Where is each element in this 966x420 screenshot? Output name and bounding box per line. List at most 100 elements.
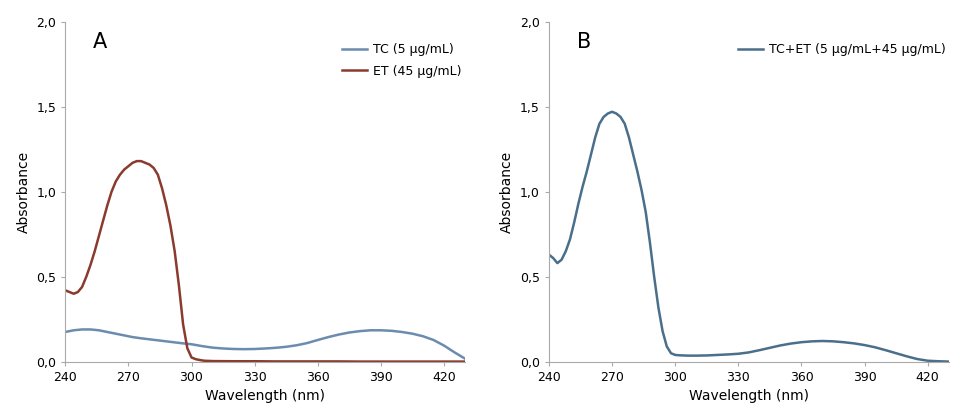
TC (5 μg/mL) bbox=[449, 350, 461, 355]
Line: ET (45 μg/mL): ET (45 μg/mL) bbox=[66, 161, 465, 362]
ET (45 μg/mL) bbox=[439, 359, 450, 364]
ET (45 μg/mL) bbox=[207, 359, 218, 364]
TC (5 μg/mL) bbox=[110, 331, 122, 336]
ET (45 μg/mL) bbox=[68, 291, 79, 296]
TC (5 μg/mL) bbox=[217, 346, 229, 351]
TC (5 μg/mL) bbox=[152, 338, 163, 343]
ET (45 μg/mL) bbox=[459, 359, 470, 364]
ET (45 μg/mL) bbox=[185, 355, 197, 360]
TC+ET (5 μg/mL+45 μg/mL) bbox=[722, 352, 733, 357]
ET (45 μg/mL) bbox=[178, 322, 189, 327]
ET (45 μg/mL) bbox=[127, 160, 138, 165]
ET (45 μg/mL) bbox=[89, 249, 100, 254]
TC (5 μg/mL) bbox=[459, 356, 470, 361]
TC (5 μg/mL) bbox=[185, 342, 197, 347]
ET (45 μg/mL) bbox=[76, 284, 88, 289]
Text: B: B bbox=[577, 32, 591, 52]
Y-axis label: Absorbance: Absorbance bbox=[16, 151, 31, 233]
Text: A: A bbox=[94, 32, 107, 52]
TC (5 μg/mL) bbox=[68, 328, 79, 333]
TC (5 μg/mL) bbox=[169, 340, 181, 345]
TC (5 μg/mL) bbox=[144, 337, 156, 342]
TC (5 μg/mL) bbox=[312, 337, 324, 342]
Legend: TC (5 μg/mL), ET (45 μg/mL): TC (5 μg/mL), ET (45 μg/mL) bbox=[337, 38, 467, 83]
TC+ET (5 μg/mL+45 μg/mL) bbox=[632, 169, 643, 174]
TC (5 μg/mL) bbox=[239, 346, 250, 352]
TC (5 μg/mL) bbox=[135, 336, 147, 341]
Line: TC (5 μg/mL): TC (5 μg/mL) bbox=[66, 329, 465, 359]
TC (5 μg/mL) bbox=[439, 343, 450, 348]
ET (45 μg/mL) bbox=[72, 289, 84, 294]
TC (5 μg/mL) bbox=[355, 328, 366, 333]
ET (45 μg/mL) bbox=[60, 288, 71, 293]
ET (45 μg/mL) bbox=[114, 172, 126, 177]
TC (5 μg/mL) bbox=[407, 331, 418, 336]
TC (5 μg/mL) bbox=[249, 346, 261, 352]
TC (5 μg/mL) bbox=[301, 341, 313, 346]
ET (45 μg/mL) bbox=[135, 159, 147, 164]
ET (45 μg/mL) bbox=[110, 179, 122, 184]
ET (45 μg/mL) bbox=[173, 283, 185, 288]
ET (45 μg/mL) bbox=[249, 359, 261, 364]
ET (45 μg/mL) bbox=[64, 289, 75, 294]
ET (45 μg/mL) bbox=[417, 359, 429, 364]
TC+ET (5 μg/mL+45 μg/mL) bbox=[543, 252, 554, 257]
X-axis label: Wavelength (nm): Wavelength (nm) bbox=[205, 389, 326, 403]
ET (45 μg/mL) bbox=[101, 203, 113, 208]
ET (45 μg/mL) bbox=[139, 160, 151, 165]
ET (45 μg/mL) bbox=[375, 359, 386, 364]
ET (45 μg/mL) bbox=[123, 164, 134, 169]
TC (5 μg/mL) bbox=[196, 344, 208, 349]
ET (45 μg/mL) bbox=[396, 359, 408, 364]
TC (5 μg/mL) bbox=[291, 343, 302, 348]
Line: TC+ET (5 μg/mL+45 μg/mL): TC+ET (5 μg/mL+45 μg/mL) bbox=[549, 112, 949, 362]
ET (45 μg/mL) bbox=[190, 357, 202, 362]
TC+ET (5 μg/mL+45 μg/mL) bbox=[943, 359, 954, 364]
TC+ET (5 μg/mL+45 μg/mL) bbox=[607, 109, 618, 114]
ET (45 μg/mL) bbox=[270, 359, 281, 364]
TC (5 μg/mL) bbox=[93, 328, 104, 333]
ET (45 μg/mL) bbox=[291, 359, 302, 364]
ET (45 μg/mL) bbox=[93, 234, 104, 239]
TC (5 μg/mL) bbox=[101, 329, 113, 334]
ET (45 μg/mL) bbox=[131, 159, 143, 164]
ET (45 μg/mL) bbox=[182, 346, 193, 351]
TC (5 μg/mL) bbox=[323, 335, 334, 340]
TC (5 μg/mL) bbox=[364, 328, 376, 333]
TC (5 μg/mL) bbox=[270, 345, 281, 350]
TC (5 μg/mL) bbox=[160, 339, 172, 344]
ET (45 μg/mL) bbox=[152, 172, 163, 177]
Legend: TC+ET (5 μg/mL+45 μg/mL): TC+ET (5 μg/mL+45 μg/mL) bbox=[732, 38, 951, 61]
TC (5 μg/mL) bbox=[85, 327, 97, 332]
TC+ET (5 μg/mL+45 μg/mL) bbox=[627, 152, 639, 157]
TC (5 μg/mL) bbox=[259, 346, 270, 351]
ET (45 μg/mL) bbox=[98, 218, 109, 223]
TC (5 μg/mL) bbox=[76, 327, 88, 332]
Y-axis label: Absorbance: Absorbance bbox=[500, 151, 514, 233]
TC (5 μg/mL) bbox=[178, 341, 189, 346]
X-axis label: Wavelength (nm): Wavelength (nm) bbox=[689, 389, 809, 403]
ET (45 μg/mL) bbox=[355, 359, 366, 364]
ET (45 μg/mL) bbox=[333, 359, 345, 364]
TC (5 μg/mL) bbox=[333, 332, 345, 337]
TC (5 μg/mL) bbox=[280, 344, 292, 349]
ET (45 μg/mL) bbox=[312, 359, 324, 364]
ET (45 μg/mL) bbox=[156, 186, 168, 191]
ET (45 μg/mL) bbox=[119, 167, 130, 172]
TC (5 μg/mL) bbox=[228, 346, 240, 352]
TC (5 μg/mL) bbox=[344, 330, 355, 335]
TC (5 μg/mL) bbox=[417, 334, 429, 339]
TC (5 μg/mL) bbox=[127, 335, 138, 340]
TC (5 μg/mL) bbox=[428, 337, 440, 342]
ET (45 μg/mL) bbox=[194, 357, 206, 362]
ET (45 μg/mL) bbox=[80, 274, 92, 279]
ET (45 μg/mL) bbox=[144, 162, 156, 167]
ET (45 μg/mL) bbox=[85, 262, 97, 268]
ET (45 μg/mL) bbox=[198, 358, 210, 363]
ET (45 μg/mL) bbox=[228, 359, 240, 364]
TC+ET (5 μg/mL+45 μg/mL) bbox=[619, 121, 631, 126]
TC (5 μg/mL) bbox=[60, 329, 71, 334]
ET (45 μg/mL) bbox=[164, 223, 176, 228]
ET (45 μg/mL) bbox=[148, 165, 159, 171]
ET (45 μg/mL) bbox=[160, 203, 172, 208]
